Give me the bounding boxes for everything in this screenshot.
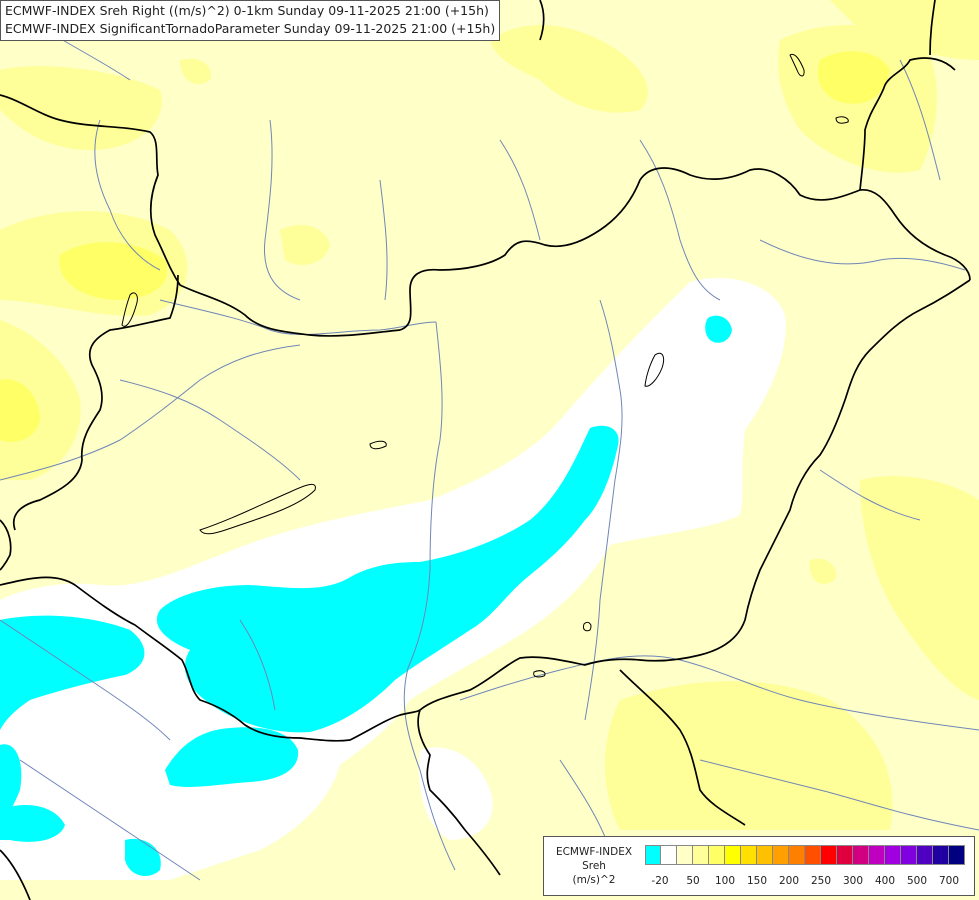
legend-label: 150 xyxy=(746,875,768,887)
legend-swatch xyxy=(773,845,789,865)
legend-label: 50 xyxy=(686,875,700,887)
legend-label: 100 xyxy=(714,875,736,887)
white-area-south xyxy=(419,747,493,840)
legend-labels: -20 50 100 150 200 250 300 400 500 700 xyxy=(544,875,974,889)
legend-swatch xyxy=(853,845,869,865)
legend-swatch xyxy=(917,845,933,865)
legend-title-line-1: ECMWF-INDEX xyxy=(555,846,633,858)
legend-swatch xyxy=(933,845,949,865)
legend-swatch xyxy=(741,845,757,865)
legend-swatch xyxy=(901,845,917,865)
legend-swatch xyxy=(869,845,885,865)
legend-swatch xyxy=(949,845,965,865)
lakes xyxy=(121,53,849,678)
legend-swatch xyxy=(805,845,821,865)
legend-swatch xyxy=(885,845,901,865)
title-line-stp: ECMWF-INDEX SignificantTornadoParameter … xyxy=(5,21,496,36)
legend-label: 700 xyxy=(938,875,960,887)
map-title-box: ECMWF-INDEX Sreh Right ((m/s)^2) 0-1km S… xyxy=(0,0,501,41)
legend-title: ECMWF-INDEX Sreh (m/s)^2 xyxy=(548,845,640,887)
legend-swatch xyxy=(837,845,853,865)
legend-swatch xyxy=(661,845,677,865)
yellow-areas xyxy=(0,51,890,442)
legend-swatch xyxy=(693,845,709,865)
title-line-sreh: ECMWF-INDEX Sreh Right ((m/s)^2) 0-1km S… xyxy=(5,3,489,18)
legend-label: 400 xyxy=(874,875,896,887)
legend-swatch xyxy=(821,845,837,865)
legend-label: -20 xyxy=(651,875,669,887)
legend-swatch xyxy=(725,845,741,865)
legend-title-line-2: Sreh xyxy=(582,860,606,872)
legend-swatch xyxy=(709,845,725,865)
legend-label: 500 xyxy=(906,875,928,887)
legend-title-line-3: (m/s)^2 xyxy=(572,874,616,886)
legend-swatch xyxy=(757,845,773,865)
legend-label: 300 xyxy=(842,875,864,887)
light-yellow-areas xyxy=(0,0,979,830)
legend-label: 250 xyxy=(810,875,832,887)
legend-swatches xyxy=(645,845,965,865)
color-legend: ECMWF-INDEX Sreh (m/s)^2 -20 50 100 150 … xyxy=(543,836,975,896)
legend-swatch xyxy=(789,845,805,865)
legend-swatch xyxy=(677,845,693,865)
legend-label: 200 xyxy=(778,875,800,887)
legend-swatch xyxy=(645,845,661,865)
